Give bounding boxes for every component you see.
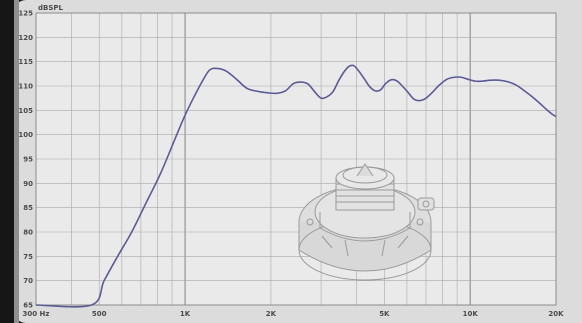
y-axis-label: dBSPL [38, 4, 64, 12]
series-layer [35, 64, 557, 308]
y-tick-label: 75 [23, 253, 33, 261]
x-tick-label: 2K [266, 310, 277, 318]
y-tick-label: 90 [23, 180, 33, 188]
y-axis-ticks: 125 120 115 110 105 100 95 90 85 80 75 70 65 [18, 10, 33, 310]
x-tick-label: 20K [548, 310, 564, 318]
y-tick-label: 70 [23, 277, 33, 285]
x-axis-ticks: 300 Hz 500 1K 2K 5K 10K 20K [23, 310, 565, 318]
x-tick-label: 5K [379, 310, 390, 318]
y-tick-label: 85 [23, 204, 33, 212]
y-tick-label: 115 [18, 58, 33, 66]
y-tick-label: 120 [18, 34, 33, 42]
x-tick-label: 1K [180, 310, 191, 318]
compression-driver-illustration [298, 163, 435, 281]
y-tick-label: 110 [18, 83, 33, 91]
plot-border [35, 12, 557, 306]
y-tick-label: 100 [18, 131, 33, 139]
panel-edge-stripe [14, 0, 19, 323]
x-tick-label: 10K [463, 310, 479, 318]
y-tick-label: 65 [23, 302, 33, 310]
y-tick-label: 95 [23, 156, 33, 164]
y-tick-label: 105 [18, 107, 33, 115]
x-tick-label: 300 Hz [23, 310, 50, 318]
y-tick-label: 80 [23, 229, 33, 237]
x-tick-label: 500 [92, 310, 107, 318]
frequency-response-line [35, 64, 557, 308]
grid [35, 12, 557, 306]
y-tick-label: 125 [18, 10, 33, 18]
